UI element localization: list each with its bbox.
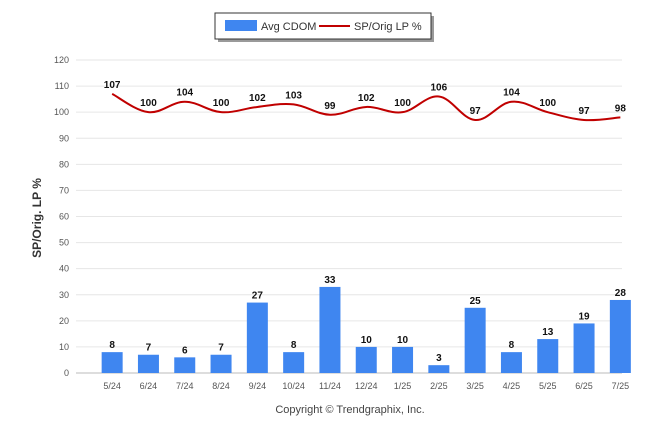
- bar-data-labels: 8 7 6 7 27 8 33 10 10 3 25 8 13 19 28: [109, 275, 626, 364]
- y-tick-label: 50: [59, 238, 69, 248]
- x-tick-label: 4/25: [503, 381, 521, 391]
- line-value-label: 99: [324, 101, 336, 112]
- line-value-label: 102: [249, 93, 266, 104]
- x-tick-label: 7/25: [612, 381, 630, 391]
- y-tick-label: 10: [59, 342, 69, 352]
- y-tick-label: 20: [59, 316, 69, 326]
- x-tick-label: 6/25: [575, 381, 593, 391]
- y-tick-label: 100: [54, 107, 69, 117]
- bar: [392, 346, 414, 373]
- bar-value-label: 27: [252, 291, 264, 302]
- bar: [319, 286, 341, 373]
- y-tick-label: 90: [59, 133, 69, 143]
- x-tick-label: 12/24: [355, 381, 378, 391]
- line-value-label: 103: [285, 90, 302, 101]
- bar-value-label: 33: [324, 275, 336, 286]
- y-axis-ticks: 0 10 20 30 40 50 60 70 80 90 100 110 120: [54, 55, 69, 378]
- x-tick-label: 5/24: [103, 381, 121, 391]
- bar: [246, 302, 268, 373]
- bar: [573, 323, 595, 373]
- bar-value-label: 7: [146, 343, 152, 354]
- bar: [355, 346, 377, 373]
- y-tick-label: 60: [59, 212, 69, 222]
- line-value-label: 100: [213, 98, 230, 109]
- y-tick-label: 0: [64, 368, 69, 378]
- x-tick-label: 11/24: [319, 381, 341, 391]
- copyright-credit: Copyright © Trendgraphix, Inc.: [275, 404, 424, 416]
- bar: [101, 352, 123, 373]
- bar-value-label: 8: [109, 340, 115, 351]
- y-tick-label: 80: [59, 159, 69, 169]
- legend: Avg CDOM SP/Orig LP %: [214, 12, 434, 42]
- line-value-label: 104: [176, 88, 193, 99]
- bar-series: [101, 286, 631, 373]
- x-tick-label: 5/25: [539, 381, 557, 391]
- bar-value-label: 8: [509, 340, 515, 351]
- grid: [76, 59, 622, 374]
- bar-value-label: 6: [182, 345, 188, 356]
- x-tick-label: 3/25: [466, 381, 484, 391]
- x-tick-label: 1/25: [394, 381, 412, 391]
- bar: [500, 352, 522, 373]
- bar-value-label: 19: [578, 311, 590, 322]
- bar-value-label: 3: [436, 353, 442, 364]
- line-value-label: 100: [539, 98, 556, 109]
- line-value-label: 97: [470, 106, 482, 117]
- x-tick-label: 7/24: [176, 381, 194, 391]
- bar-value-label: 8: [291, 340, 297, 351]
- bar-value-label: 10: [361, 335, 373, 346]
- legend-label-bar: Avg CDOM: [261, 21, 316, 33]
- bar: [537, 339, 559, 373]
- bar: [464, 307, 486, 373]
- line-value-label: 98: [615, 103, 627, 114]
- legend-swatch-bar: [225, 20, 257, 31]
- y-tick-label: 30: [59, 290, 69, 300]
- bar: [609, 299, 631, 373]
- series-line: [111, 93, 621, 122]
- line-value-label: 102: [358, 93, 375, 104]
- line-value-label: 100: [394, 98, 411, 109]
- y-tick-label: 70: [59, 185, 69, 195]
- x-tick-label: 10/24: [282, 381, 305, 391]
- bar: [210, 354, 232, 373]
- bar-value-label: 25: [470, 296, 482, 307]
- bar-value-label: 13: [542, 327, 554, 338]
- bar: [283, 352, 305, 373]
- x-tick-label: 6/24: [140, 381, 158, 391]
- bar: [428, 365, 450, 373]
- line-data-labels: 107 100 104 100 102 103 99 102 100 106 97 104 100 97 9…: [104, 80, 627, 117]
- y-tick-label: 120: [54, 55, 69, 65]
- bar-value-label: 10: [397, 335, 409, 346]
- x-axis-ticks: 5/24 6/24 7/24 8/24 9/24 10/24 11/24 12/24 1/25 2…: [103, 381, 629, 391]
- line-series: [111, 93, 621, 122]
- x-tick-label: 2/25: [430, 381, 448, 391]
- y-tick-label: 110: [55, 81, 69, 91]
- bar-value-label: 7: [218, 343, 224, 354]
- x-tick-label: 9/24: [249, 381, 267, 391]
- line-value-label: 97: [578, 106, 590, 117]
- bar: [174, 357, 196, 373]
- bar: [137, 354, 159, 373]
- y-tick-label: 40: [59, 264, 69, 274]
- bar-value-label: 28: [615, 288, 627, 299]
- legend-label-line: SP/Orig LP %: [354, 21, 422, 33]
- line-value-label: 100: [140, 98, 157, 109]
- x-tick-label: 8/24: [212, 381, 230, 391]
- y-axis-title: SP/Orig. LP %: [30, 178, 44, 258]
- line-value-label: 106: [431, 83, 448, 94]
- line-value-label: 104: [503, 88, 520, 99]
- line-value-label: 107: [104, 80, 121, 91]
